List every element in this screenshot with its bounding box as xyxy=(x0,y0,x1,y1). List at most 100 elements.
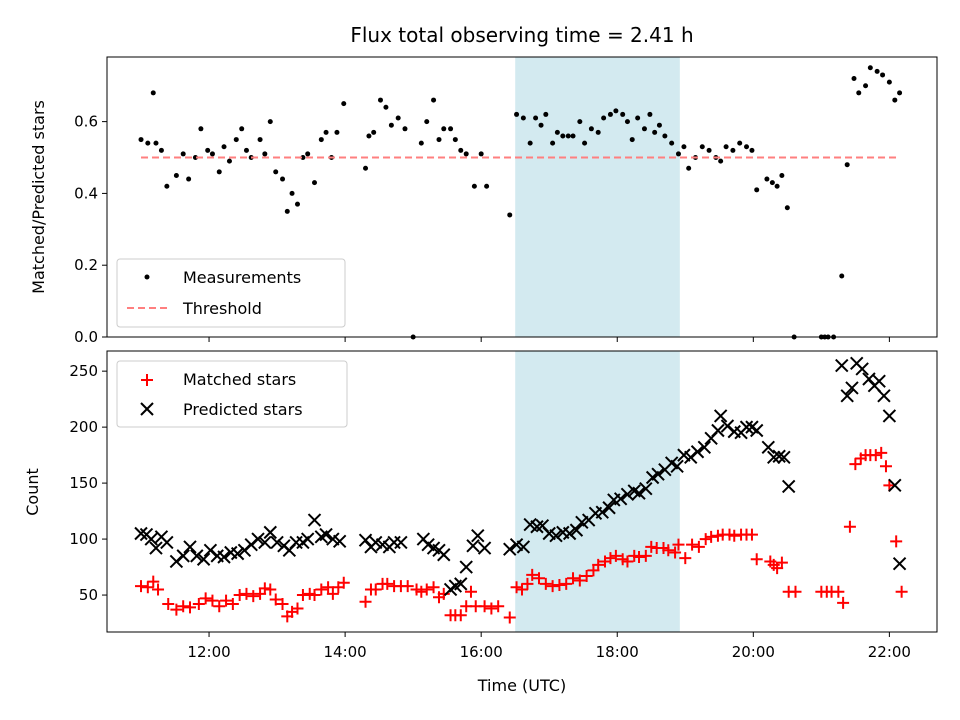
predicted-stars-point xyxy=(394,535,408,550)
predicted-stars-point xyxy=(300,532,315,546)
measurements-point xyxy=(737,140,743,146)
measurements-point xyxy=(192,155,198,161)
predicted-stars-point xyxy=(516,540,531,554)
matched-stars-point xyxy=(745,528,758,541)
measurements-point xyxy=(527,140,533,146)
measurements-point xyxy=(216,169,222,175)
top-y-axis-label: Matched/Predicted stars xyxy=(29,100,48,294)
predicted-stars-point xyxy=(437,548,451,562)
predicted-stars-point xyxy=(840,389,854,403)
predicted-stars-point xyxy=(892,557,907,571)
matched-stars-point xyxy=(492,600,505,613)
measurements-point xyxy=(839,273,845,279)
matched-stars-point xyxy=(485,602,498,615)
measurements-point xyxy=(629,137,635,143)
matched-stars-point xyxy=(401,580,414,593)
measurements-point xyxy=(656,122,662,128)
measurements-point xyxy=(577,119,583,125)
measurements-point xyxy=(243,147,249,153)
predicted-stars-point xyxy=(530,520,544,534)
matched-stars-point xyxy=(226,598,239,611)
measurements-point xyxy=(377,97,383,103)
top-legend: Measurements Threshold xyxy=(116,258,346,328)
matched-stars-point xyxy=(662,544,675,557)
bottom-y-axis-label: Count xyxy=(23,468,42,516)
predicted-stars-point xyxy=(632,486,646,500)
matched-stars-point xyxy=(699,533,712,546)
matched-stars-point xyxy=(633,550,646,563)
measurements-point xyxy=(851,76,857,82)
x-tick-label: 20:00 xyxy=(732,643,775,661)
predicted-stars-point xyxy=(196,552,211,566)
matched-stars-point xyxy=(177,600,190,613)
measurements-point xyxy=(613,108,619,114)
matched-stars-point xyxy=(240,587,253,600)
measurements-point xyxy=(874,68,880,74)
measurements-point xyxy=(744,144,750,150)
measurements-point xyxy=(294,201,300,207)
measurements-point xyxy=(418,140,424,146)
predicted-stars-point xyxy=(217,550,231,564)
legend-matched-label: Matched stars xyxy=(183,370,296,389)
measurements-point xyxy=(366,133,372,139)
matched-stars-point xyxy=(247,590,260,603)
y-tick-label: 100 xyxy=(69,530,98,548)
measurements-point xyxy=(706,147,712,153)
y-tick-label: 0.4 xyxy=(74,184,98,202)
matched-stars-point xyxy=(478,600,491,613)
measurements-point xyxy=(402,126,408,132)
measurements-point xyxy=(560,133,566,139)
bottom-legend: Matched stars Predicted stars xyxy=(116,360,348,428)
predicted-stars-point xyxy=(690,445,705,459)
predicted-stars-point xyxy=(466,539,480,553)
predicted-stars-point xyxy=(767,450,781,465)
matched-stars-point xyxy=(427,581,440,594)
measurements-point xyxy=(267,119,273,125)
measurements-point xyxy=(601,115,607,121)
measurements-point xyxy=(662,133,668,139)
predicted-stars-point xyxy=(711,423,725,438)
predicted-stars-point xyxy=(307,513,322,527)
measurements-point xyxy=(620,111,626,117)
predicted-stars-point xyxy=(176,549,190,563)
measurements-point xyxy=(388,122,394,128)
measurements-point xyxy=(718,158,724,164)
measurements-point xyxy=(305,151,311,157)
matched-stars-point xyxy=(895,585,908,598)
x-tick-label: 18:00 xyxy=(596,643,639,661)
measurements-point xyxy=(520,115,526,121)
measurements-point xyxy=(886,79,892,85)
matched-stars-point xyxy=(849,458,862,471)
top-panel: 0.0 0.2 0.4 0.6 Matched/Predicted stars Mea… xyxy=(29,56,938,346)
measurements-point xyxy=(582,140,588,146)
matched-stars-point xyxy=(573,574,586,587)
measurements-point xyxy=(647,111,653,117)
measurements-point xyxy=(164,183,170,189)
predicted-stars-point xyxy=(595,505,609,519)
predicted-stars-point xyxy=(739,420,754,434)
bottom-panel: 12:00 14:00 16:00 18:00 20:00 22:00 50 100 150 2… xyxy=(23,350,938,661)
measurements-point xyxy=(543,111,549,117)
matched-stars-point xyxy=(875,446,888,459)
measurements-point xyxy=(463,151,469,157)
measurements-point xyxy=(150,90,156,96)
measurements-point xyxy=(681,144,687,150)
y-tick-label: 250 xyxy=(69,362,98,380)
measurements-point xyxy=(863,83,869,89)
predicted-stars-point xyxy=(332,534,347,549)
matched-stars-point xyxy=(503,611,516,624)
predicted-stars-point xyxy=(270,535,284,550)
measurements-point xyxy=(754,187,760,193)
matched-stars-point xyxy=(869,449,882,462)
matched-stars-point xyxy=(220,594,233,607)
measurements-point xyxy=(284,208,290,214)
predicted-stars-point xyxy=(454,577,468,591)
measurements-point xyxy=(273,169,279,175)
measurements-point xyxy=(458,147,464,153)
measurements-point xyxy=(484,183,490,189)
measurements-point xyxy=(554,129,560,135)
legend-matched-marker xyxy=(141,374,153,386)
measurements-point xyxy=(138,137,144,143)
matched-stars-point xyxy=(258,582,271,595)
